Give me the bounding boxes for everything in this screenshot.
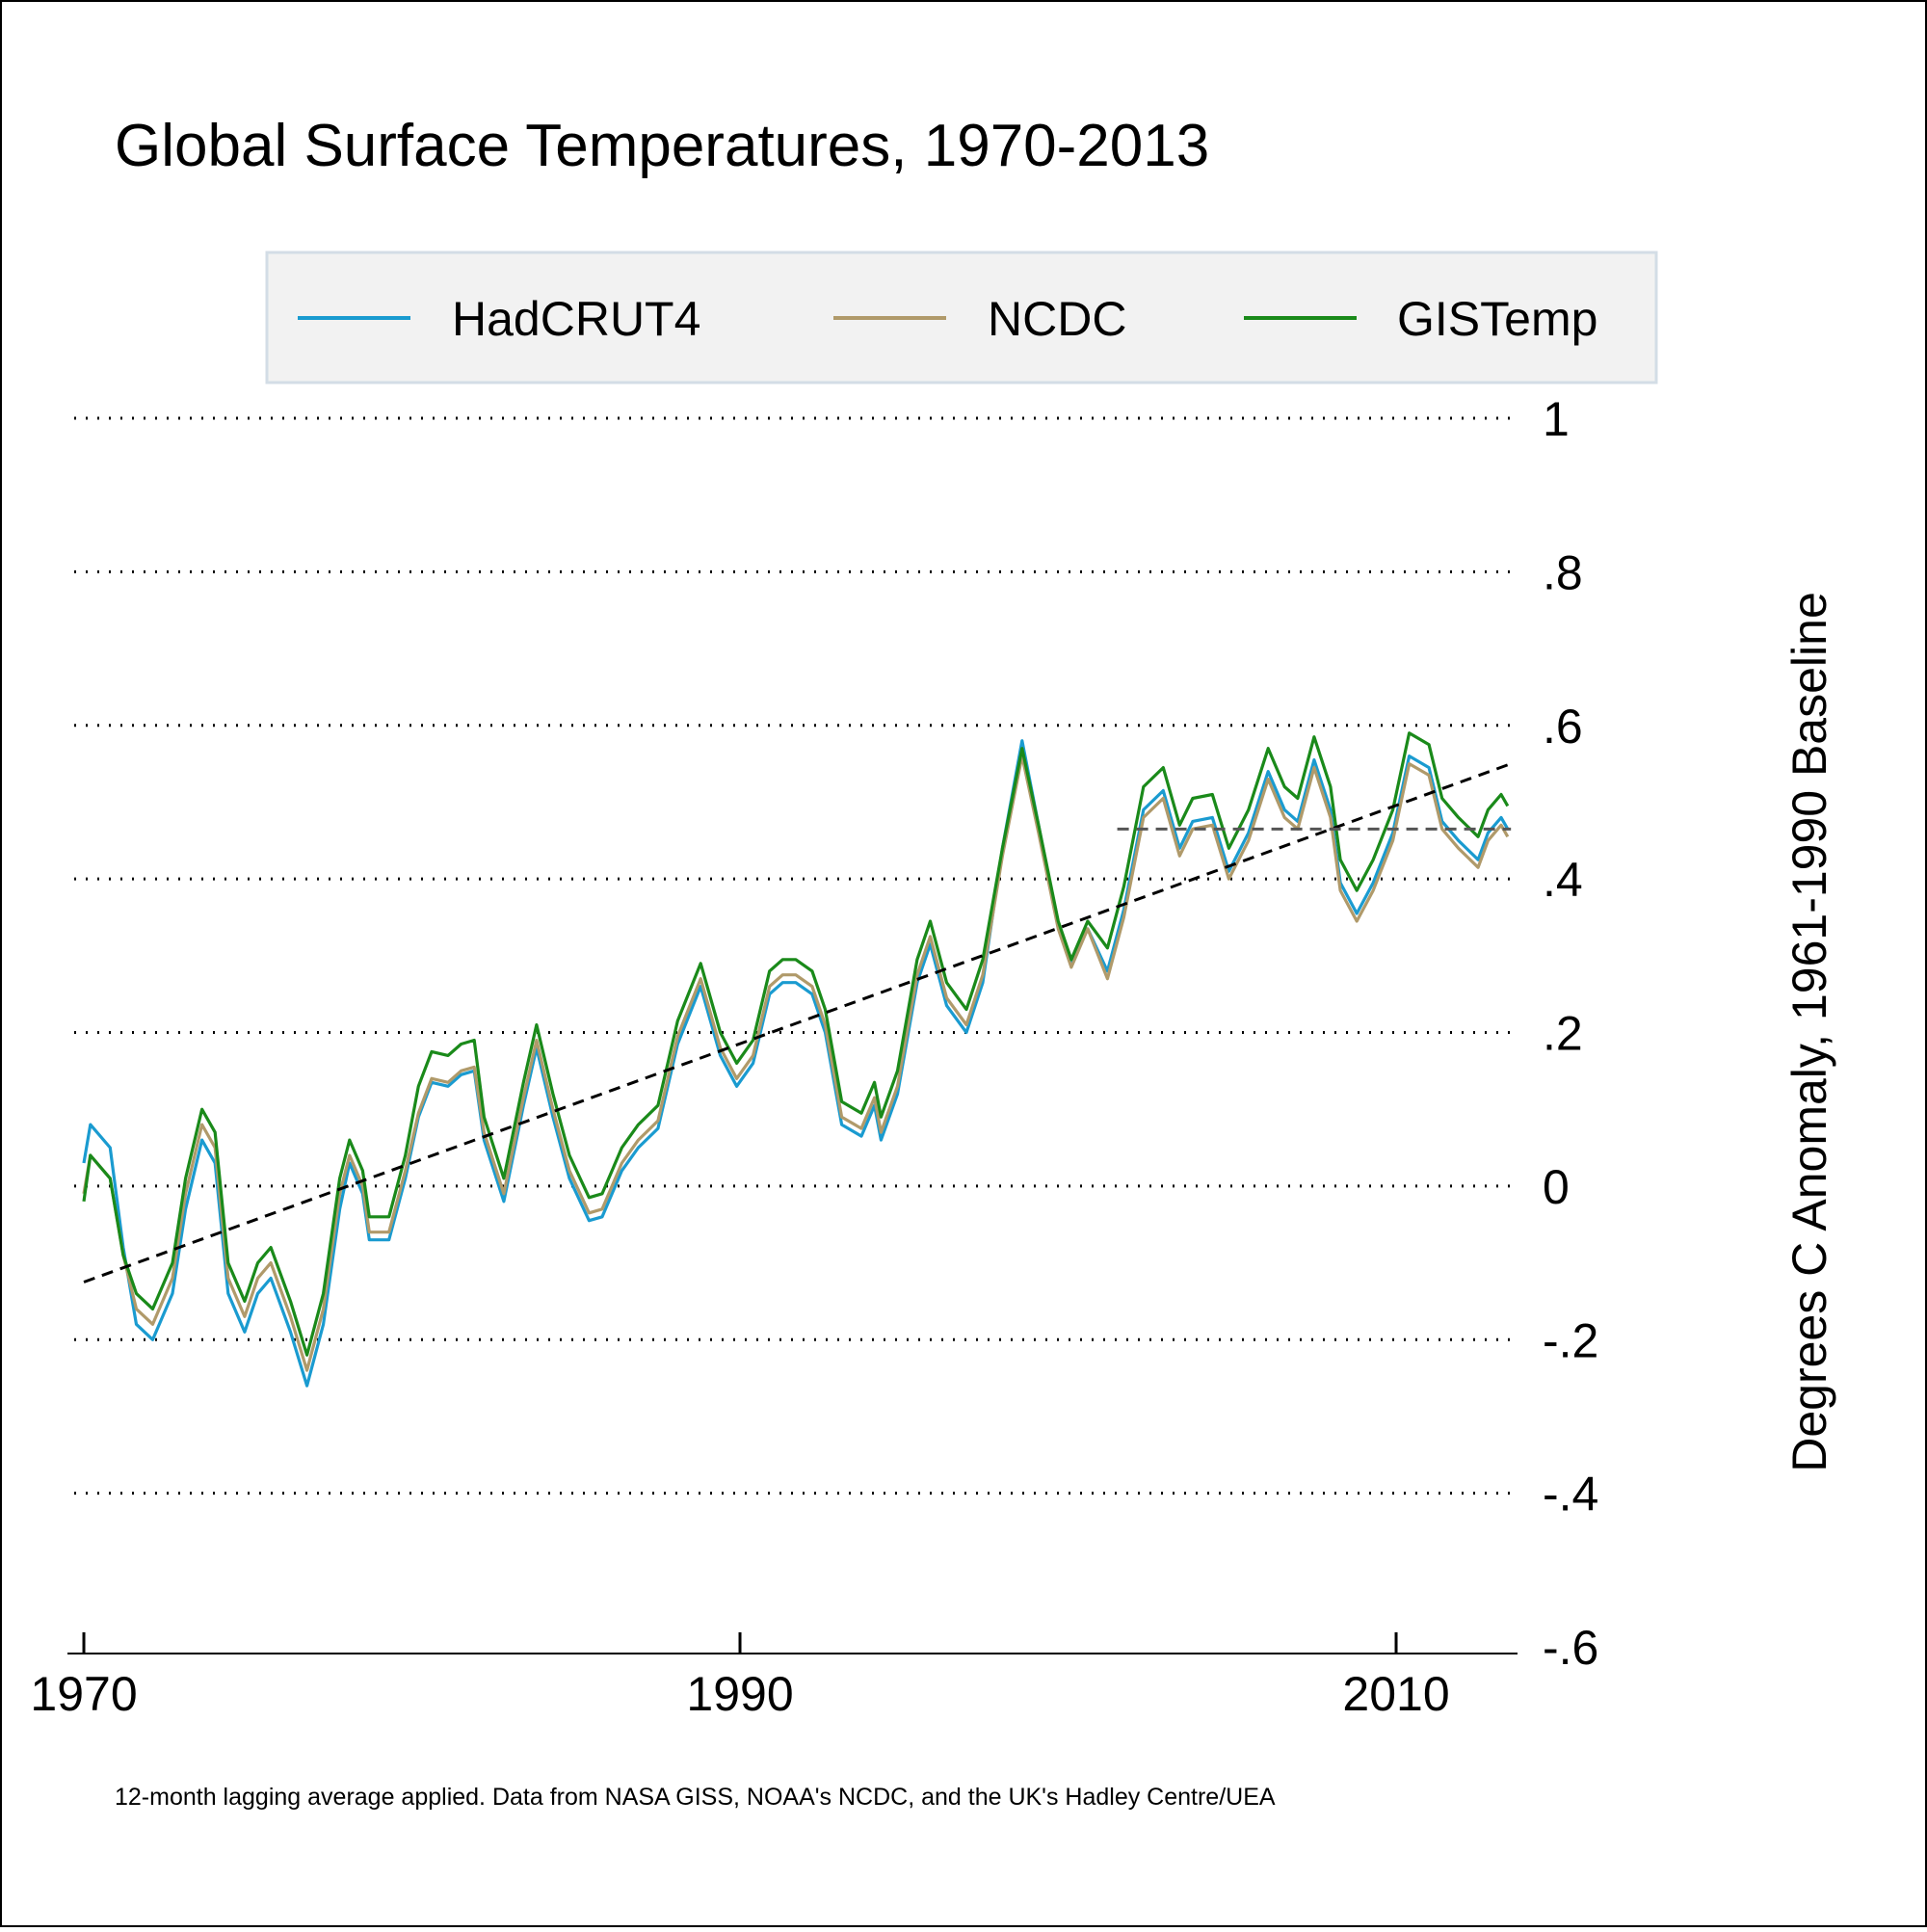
y-axis-label: Degrees C Anomaly, 1961-1990 Baseline bbox=[1782, 592, 1836, 1472]
series-line bbox=[82, 754, 1510, 1372]
y-tick-label: .2 bbox=[1543, 1007, 1583, 1061]
legend bbox=[265, 251, 1658, 384]
x-tick-label: 2010 bbox=[1342, 1667, 1449, 1721]
series-line bbox=[82, 739, 1510, 1388]
legend-label: NCDC bbox=[988, 292, 1126, 346]
x-tick-label: 1990 bbox=[686, 1667, 793, 1721]
y-tick-label: .4 bbox=[1543, 853, 1583, 907]
note: 12-month lagging average applied. Data f… bbox=[115, 1784, 1276, 1811]
legend-label: HadCRUT4 bbox=[452, 292, 700, 346]
x-tick-label: 1970 bbox=[30, 1667, 137, 1721]
y-tick-label: -.4 bbox=[1543, 1468, 1598, 1522]
y-tick-label: 1 bbox=[1543, 392, 1570, 446]
reference-line bbox=[83, 762, 1512, 1284]
chart-title: Global Surface Temperatures, 1970-2013 bbox=[115, 113, 1209, 179]
legend-label: GISTemp bbox=[1397, 292, 1597, 346]
y-tick-label: -.2 bbox=[1543, 1313, 1598, 1367]
y-tick-label: -.6 bbox=[1543, 1621, 1598, 1675]
series-line bbox=[82, 731, 1510, 1357]
y-tick-label: .8 bbox=[1543, 545, 1583, 599]
y-tick-label: 0 bbox=[1543, 1160, 1570, 1214]
y-tick-label: .6 bbox=[1543, 700, 1583, 754]
